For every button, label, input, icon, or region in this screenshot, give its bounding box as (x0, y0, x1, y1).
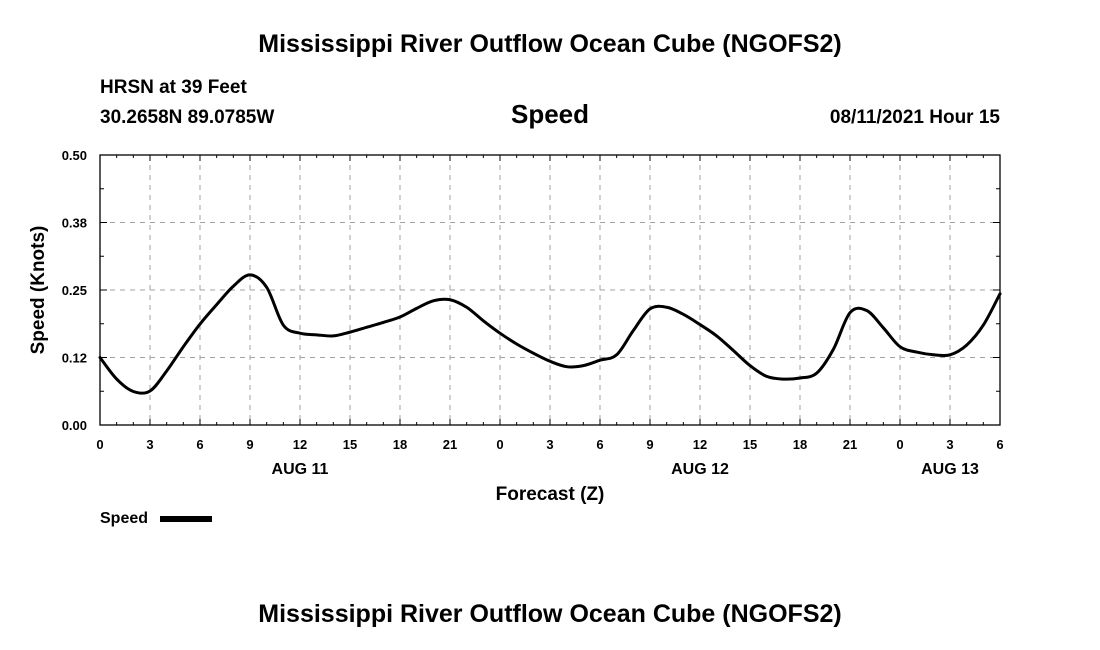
x-tick-label: 15 (743, 437, 757, 452)
x-tick-label: 12 (693, 437, 707, 452)
y-tick-label: 0.38 (62, 216, 87, 231)
x-tick-label: 21 (843, 437, 857, 452)
x-tick-label: 9 (246, 437, 253, 452)
y-tick-label: 0.00 (62, 418, 87, 433)
x-tick-label: 3 (146, 437, 153, 452)
speed-chart: 0 3 6 9 12 15 18 21 0 3 6 9 12 15 18 21 0 3 6 0.00 0.12 0.25 0… (28, 148, 1004, 505)
station-label: HRSN at 39 Feet (100, 77, 247, 98)
y-tick-label: 0.25 (62, 283, 87, 298)
x-tick-label: 6 (596, 437, 603, 452)
page-title-top: Mississippi River Outflow Ocean Cube (NG… (258, 30, 842, 58)
legend-swatch-speed (160, 516, 212, 522)
x-day-label: AUG 11 (272, 461, 329, 478)
y-tick-label: 0.50 (62, 148, 87, 163)
page-title-bottom: Mississippi River Outflow Ocean Cube (NG… (258, 600, 842, 628)
x-tick-label: 18 (793, 437, 807, 452)
x-tick-label: 0 (896, 437, 903, 452)
x-axis-title: Forecast (Z) (496, 484, 605, 505)
series-line-speed (98, 273, 1002, 395)
grid-lines (100, 155, 1000, 425)
chart-title: Speed (510, 99, 590, 129)
x-tick-label: 15 (343, 437, 357, 452)
x-tick-label: 12 (293, 437, 307, 452)
y-tick-label: 0.12 (62, 351, 87, 366)
x-tick-label: 6 (996, 437, 1003, 452)
x-tick-label: 0 (96, 437, 103, 452)
axis-labels: 0 3 6 9 12 15 18 21 0 3 6 9 12 15 18 21 0 3 6 0.00 0.12 0.25 0… (28, 148, 1004, 505)
x-tick-label: 3 (946, 437, 953, 452)
plot-frame (99, 154, 1001, 426)
x-tick-label: 21 (443, 437, 457, 452)
station-coordinates: 30.2658N 89.0785W (100, 107, 275, 128)
legend-label: Speed (100, 510, 149, 527)
x-tick-label: 9 (646, 437, 653, 452)
forecast-timestamp: 08/11/2021 Hour 15 (829, 107, 1000, 128)
x-tick-label: 3 (546, 437, 553, 452)
x-tick-label: 6 (196, 437, 203, 452)
x-day-label: AUG 13 (921, 461, 979, 478)
x-tick-label: 0 (496, 437, 503, 452)
x-tick-label: 18 (393, 437, 407, 452)
series-layer (98, 273, 1002, 395)
x-day-label: AUG 12 (671, 461, 729, 478)
y-axis-title: Speed (Knots) (28, 226, 49, 355)
